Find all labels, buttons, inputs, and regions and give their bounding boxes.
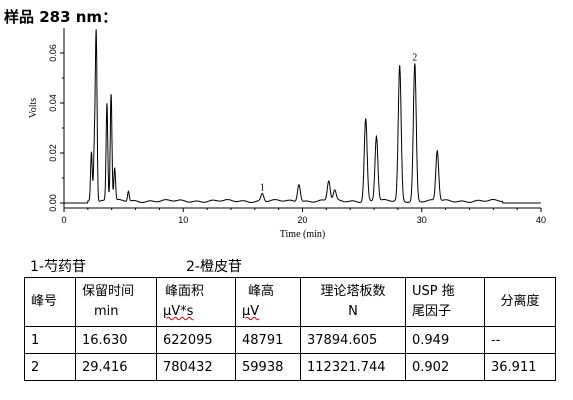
cell-peak-area: 780432: [156, 353, 236, 381]
peak-label: 1: [260, 183, 265, 194]
x-axis-label: Time (min): [280, 229, 325, 240]
header-peak-no: 峰号: [24, 277, 76, 327]
chromatogram-chart: 0 10 20 30 40 0.00 0.02 0.04 0.06 Time (min) Volts…: [28, 28, 546, 240]
chromatogram-trace: [64, 29, 541, 204]
results-table: 峰号 保留时间 min 峰面积 µV*s 峰高 µV 理论塔板数 N USP 拖尾因子 …: [24, 277, 556, 381]
cell-theoretical-plates: 37894.605: [300, 326, 406, 354]
y-tick-label: 0.02: [48, 144, 58, 162]
x-tick-label: 0: [61, 215, 66, 225]
cell-peak-height: 48791: [235, 326, 301, 354]
chart-axes: 0 10 20 30 40 0.00 0.02 0.04 0.06 Time (min) Volts: [28, 28, 546, 240]
header-tailing-factor: USP 拖尾因子: [405, 277, 485, 327]
cell-resolution: --: [484, 326, 556, 354]
cell-retention-time: 29.416: [75, 353, 157, 381]
header-theoretical-plates: 理论塔板数 N: [300, 277, 406, 327]
cell-tailing-factor: 0.902: [405, 353, 485, 381]
chart-plot: 12: [64, 29, 541, 204]
cell-theoretical-plates: 112321.744: [300, 353, 406, 381]
legend-item-1: 1-芍药苷: [30, 259, 86, 275]
cell-retention-time: 16.630: [75, 326, 157, 354]
cell-peak-height: 59938: [235, 353, 301, 381]
y-tick-label: 0.04: [48, 94, 58, 112]
cell-tailing-factor: 0.949: [405, 326, 485, 354]
y-tick-label: 0.00: [48, 194, 58, 212]
table-row: 2 29.416 780432 59938 112321.744 0.902 3…: [24, 353, 556, 381]
header-peak-area: 峰面积 µV*s: [156, 277, 236, 327]
table-header-row: 峰号 保留时间 min 峰面积 µV*s 峰高 µV 理论塔板数 N USP 拖尾因子 …: [24, 277, 556, 327]
header-resolution: 分离度: [484, 277, 556, 327]
header-retention-time: 保留时间 min: [75, 277, 157, 327]
cell-peak-no: 1: [24, 326, 76, 354]
y-tick-label: 0.06: [48, 44, 58, 62]
cell-peak-no: 2: [24, 353, 76, 381]
x-tick-label: 10: [178, 215, 188, 225]
peak-label: 2: [412, 53, 417, 64]
x-tick-label: 30: [417, 215, 427, 225]
sample-heading: 样品 283 nm：: [4, 8, 118, 26]
y-axis-label: Volts: [28, 98, 39, 118]
cell-peak-area: 622095: [156, 326, 236, 354]
x-tick-label: 40: [536, 215, 546, 225]
legend-item-2: 2-橙皮苷: [186, 259, 242, 275]
cell-resolution: 36.911: [484, 353, 556, 381]
x-tick-label: 20: [297, 215, 307, 225]
header-peak-height: 峰高 µV: [235, 277, 301, 327]
table-row: 1 16.630 622095 48791 37894.605 0.949 --: [24, 326, 556, 354]
